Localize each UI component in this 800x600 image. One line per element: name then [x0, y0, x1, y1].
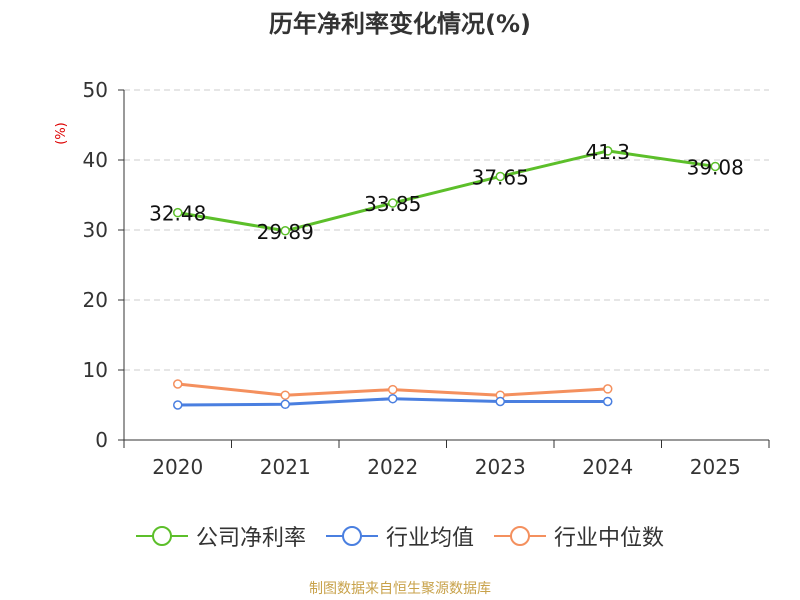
data-point — [173, 379, 183, 389]
y-tick-label: 40 — [83, 148, 108, 172]
x-tick-label: 2021 — [260, 455, 311, 479]
y-tick-label: 20 — [83, 288, 108, 312]
data-point — [388, 393, 398, 404]
data-point — [280, 226, 290, 236]
data-label: 32.48 — [149, 202, 206, 226]
data-label: 41.3 — [585, 140, 630, 164]
y-tick-label: 50 — [83, 78, 108, 102]
data-point — [388, 384, 398, 395]
data-point — [280, 399, 290, 410]
data-point — [173, 400, 183, 410]
legend-label-industry-median: 行业中位数 — [554, 526, 665, 551]
y-tick-label: 30 — [83, 218, 108, 242]
legend-label-company: 公司净利率 — [195, 526, 306, 551]
legend-swatch-icon — [494, 526, 546, 546]
source-footer: 制图数据来自恒生聚源数据库 — [309, 581, 491, 597]
data-point — [495, 396, 505, 407]
data-point — [280, 390, 290, 400]
data-label: 33.85 — [364, 192, 421, 216]
legend: 公司净利率 行业均值 行业中位数 — [0, 520, 800, 552]
data-point — [603, 384, 613, 394]
legend-swatch-icon — [325, 526, 378, 546]
data-label: 29.89 — [257, 220, 314, 244]
data-point — [603, 396, 613, 407]
data-point — [710, 161, 720, 172]
legend-label-industry-mean: 行业均值 — [385, 526, 474, 551]
x-tick-label: 2022 — [367, 455, 418, 479]
data-point — [388, 198, 398, 208]
x-tick-label: 2020 — [152, 455, 203, 479]
legend-item-industry-mean[interactable]: 行业均值 — [325, 520, 474, 552]
legend-swatch-icon — [135, 526, 188, 546]
data-point — [495, 171, 505, 182]
y-tick-label: 10 — [83, 358, 108, 382]
y-tick-label: 0 — [95, 428, 108, 452]
data-label: 39.08 — [687, 155, 744, 179]
series-line — [177, 149, 716, 233]
x-tick-label: 2023 — [475, 455, 526, 479]
legend-item-company[interactable]: 公司净利率 — [135, 520, 306, 552]
chart-title: 历年净利率变化情况(%) — [269, 10, 531, 38]
x-tick-label: 2024 — [582, 455, 633, 479]
data-label: 37.65 — [472, 165, 529, 189]
legend-item-industry-median[interactable]: 行业中位数 — [494, 520, 664, 552]
data-point — [173, 207, 183, 218]
data-point — [603, 146, 613, 156]
x-tick-label: 2025 — [690, 455, 741, 479]
